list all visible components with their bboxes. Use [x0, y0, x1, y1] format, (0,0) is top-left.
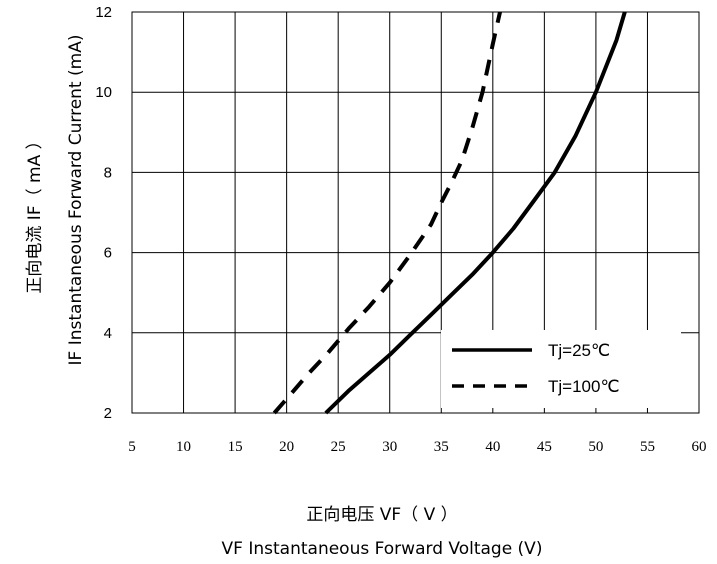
plot-frame — [131, 11, 700, 414]
legend: Tj=25℃ Tj=100℃ — [441, 330, 681, 408]
x-tick-labels: 5 10 15 20 25 30 35 40 45 50 55 60 — [128, 439, 706, 455]
x-tick-label: 45 — [537, 439, 552, 455]
series-line-tj25 — [324, 11, 627, 415]
legend-label-tj25: Tj=25℃ — [548, 341, 610, 360]
x-tick-label: 15 — [228, 439, 243, 455]
x-tick-label: 20 — [279, 439, 294, 455]
x-tick-label: 40 — [485, 439, 500, 455]
series-layer — [272, 11, 627, 415]
x-axis-label-chinese: 正向电压 VF（ V ） — [306, 505, 457, 525]
x-axis-label-english: VF Instantaneous Forward Voltage (V) — [222, 539, 543, 559]
x-tick-label: 60 — [692, 439, 707, 455]
x-tick-label: 25 — [331, 439, 346, 455]
y-tick-label: 10 — [95, 84, 112, 101]
series-line-tj100 — [272, 11, 502, 415]
y-tick-label: 12 — [95, 4, 112, 21]
x-tick-label: 10 — [176, 439, 191, 455]
x-tick-label: 55 — [640, 439, 655, 455]
x-tick-label: 5 — [128, 439, 136, 455]
y-tick-label: 2 — [104, 405, 112, 422]
x-tick-label: 50 — [588, 439, 603, 455]
x-tick-label: 35 — [434, 439, 449, 455]
y-tick-label: 6 — [104, 245, 112, 262]
y-tick-labels: 2 4 6 8 10 12 — [95, 4, 112, 422]
y-axis-label-chinese: 正向电流 IF（ mA ） — [25, 132, 45, 293]
x-tick-label: 30 — [382, 439, 397, 455]
y-axis-label-english: IF Instantaneous Forward Current (mA) — [66, 35, 86, 366]
y-tick-label: 4 — [104, 325, 112, 342]
y-tick-label: 8 — [104, 164, 112, 181]
legend-background — [441, 330, 681, 408]
legend-label-tj100: Tj=100℃ — [548, 377, 620, 396]
